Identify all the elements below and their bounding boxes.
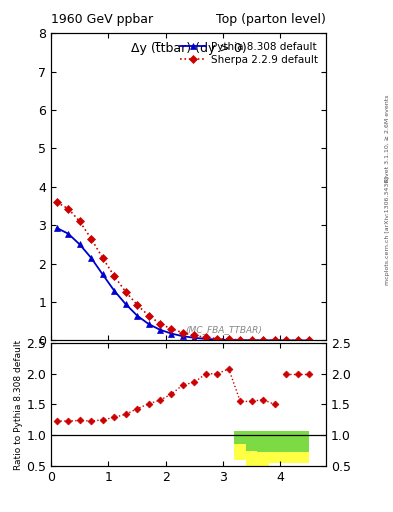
Sherpa 2.2.9 default [112,273,116,279]
Pythia 8.308 default [249,337,254,344]
Sherpa 2.2.9 default [284,337,288,344]
Sherpa 2.2.9 default [55,199,59,205]
Pythia 8.308 default [261,337,266,344]
Text: 1960 GeV ppbar: 1960 GeV ppbar [51,13,153,26]
Sherpa 2.2.9 default [295,337,300,344]
Text: (MC_FBA_TTBAR): (MC_FBA_TTBAR) [186,325,263,334]
Legend: Pythia 8.308 default, Sherpa 2.2.9 default: Pythia 8.308 default, Sherpa 2.2.9 defau… [176,38,321,68]
Sherpa 2.2.9 default [215,335,220,342]
Sherpa 2.2.9 default [272,337,277,344]
Pythia 8.308 default [284,337,288,344]
Sherpa 2.2.9 default [100,255,105,261]
Text: Δy (t̅tbar) (dy > 0): Δy (t̅tbar) (dy > 0) [131,42,246,55]
Sherpa 2.2.9 default [238,337,242,343]
Y-axis label: Ratio to Pythia 8.308 default: Ratio to Pythia 8.308 default [15,339,24,470]
Text: Rivet 3.1.10, ≥ 2.6M events: Rivet 3.1.10, ≥ 2.6M events [385,95,389,182]
Line: Sherpa 2.2.9 default: Sherpa 2.2.9 default [54,200,312,343]
Line: Pythia 8.308 default: Pythia 8.308 default [54,225,312,344]
Pythia 8.308 default [295,337,300,344]
Pythia 8.308 default [123,301,128,307]
Pythia 8.308 default [272,337,277,344]
Sherpa 2.2.9 default [192,332,197,338]
Pythia 8.308 default [89,255,94,261]
Sherpa 2.2.9 default [307,337,311,344]
Sherpa 2.2.9 default [180,330,185,336]
Pythia 8.308 default [158,327,162,333]
Pythia 8.308 default [55,225,59,231]
Pythia 8.308 default [215,336,220,343]
Pythia 8.308 default [169,331,174,337]
Pythia 8.308 default [66,230,71,237]
Sherpa 2.2.9 default [249,337,254,343]
Sherpa 2.2.9 default [261,337,266,343]
Pythia 8.308 default [77,242,82,248]
Pythia 8.308 default [135,312,140,318]
Sherpa 2.2.9 default [226,336,231,343]
Text: Top (parton level): Top (parton level) [216,13,326,26]
Text: mcplots.cern.ch [arXiv:1306.3436]: mcplots.cern.ch [arXiv:1306.3436] [385,176,389,285]
Pythia 8.308 default [112,288,116,294]
Pythia 8.308 default [307,337,311,344]
Sherpa 2.2.9 default [158,321,162,327]
Pythia 8.308 default [100,271,105,278]
Sherpa 2.2.9 default [89,236,94,242]
Pythia 8.308 default [204,336,208,342]
Pythia 8.308 default [146,321,151,327]
Pythia 8.308 default [226,337,231,343]
Pythia 8.308 default [192,335,197,341]
Sherpa 2.2.9 default [123,289,128,295]
Pythia 8.308 default [238,337,242,343]
Sherpa 2.2.9 default [66,206,71,212]
Sherpa 2.2.9 default [204,334,208,340]
Sherpa 2.2.9 default [146,312,151,318]
Sherpa 2.2.9 default [169,326,174,332]
Sherpa 2.2.9 default [77,219,82,225]
Pythia 8.308 default [180,333,185,339]
Sherpa 2.2.9 default [135,302,140,308]
